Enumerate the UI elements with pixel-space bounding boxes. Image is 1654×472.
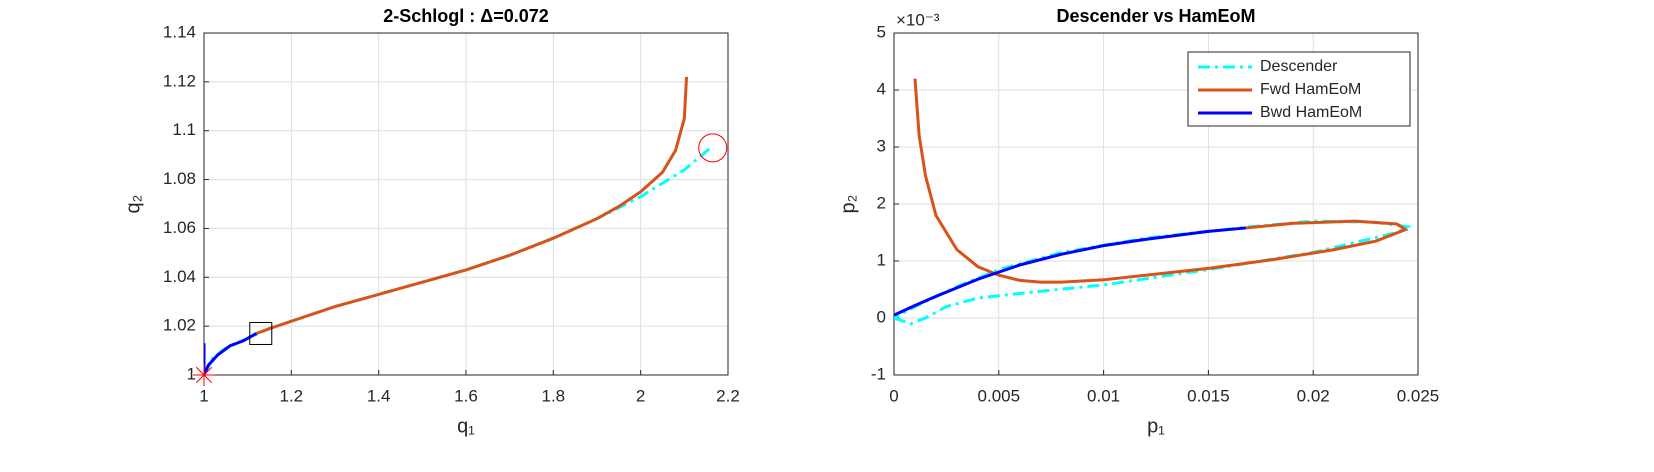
y-tick-label: 1 — [187, 364, 196, 383]
series-line — [255, 76, 689, 335]
x-tick-label: 1.4 — [367, 386, 391, 405]
y-tick-label: 1.1 — [172, 120, 196, 139]
x-tick-label: 0 — [889, 386, 898, 405]
x-tick-label: 2 — [636, 386, 645, 405]
y-tick-label: 3 — [877, 136, 886, 155]
y-tick-label: 1.02 — [163, 316, 196, 335]
y-tick-label: 1.06 — [163, 218, 196, 237]
x-tick-label: 1.8 — [542, 386, 566, 405]
legend-label: Descender — [1260, 58, 1338, 75]
y-tick-label: 1.14 — [163, 22, 196, 41]
marker — [249, 321, 273, 345]
series-line — [894, 226, 1247, 317]
x-tick-label: 1.2 — [280, 386, 304, 405]
axes-box — [893, 32, 1419, 376]
y-tick-label: 2 — [877, 193, 886, 212]
chart-title: 2-Schlogl : Δ=0.072 — [383, 6, 549, 26]
chart-title: Descender vs HamEoM — [1056, 6, 1255, 26]
x-tick-label: 0.02 — [1297, 386, 1330, 405]
x-tick-label: 0.015 — [1187, 386, 1230, 405]
y-tick-label: 0 — [877, 307, 886, 326]
legend-label: Bwd HamEoM — [1260, 104, 1362, 121]
x-tick-label: 1.6 — [454, 386, 478, 405]
y-tick-label: 1.12 — [163, 71, 196, 90]
y-tick-label: -1 — [871, 364, 886, 383]
series-line — [204, 332, 258, 376]
x-tick-label: 0.005 — [978, 386, 1021, 405]
x-tick-label: 0.01 — [1087, 386, 1120, 405]
legend-label: Fwd HamEoM — [1260, 81, 1361, 98]
x-axis-label: q₁ — [457, 415, 475, 437]
series-line — [894, 219, 1413, 326]
y-exponent-label: ×10⁻³ — [896, 10, 940, 29]
y-tick-label: 1.04 — [163, 267, 196, 286]
y-tick-label: 4 — [877, 79, 886, 98]
series-line — [913, 78, 1409, 284]
marker — [698, 133, 728, 163]
y-axis-label: q₂ — [122, 195, 144, 214]
x-tick-label: 0.025 — [1397, 386, 1440, 405]
y-axis-label: p₂ — [837, 195, 859, 214]
x-tick-label: 2.2 — [716, 386, 740, 405]
x-tick-label: 1 — [199, 386, 208, 405]
y-tick-label: 5 — [877, 22, 886, 41]
y-tick-label: 1.08 — [163, 169, 196, 188]
marker — [193, 364, 215, 386]
y-tick-label: 1 — [877, 250, 886, 269]
axes-box — [203, 32, 729, 376]
x-axis-label: p₁ — [1147, 415, 1165, 437]
